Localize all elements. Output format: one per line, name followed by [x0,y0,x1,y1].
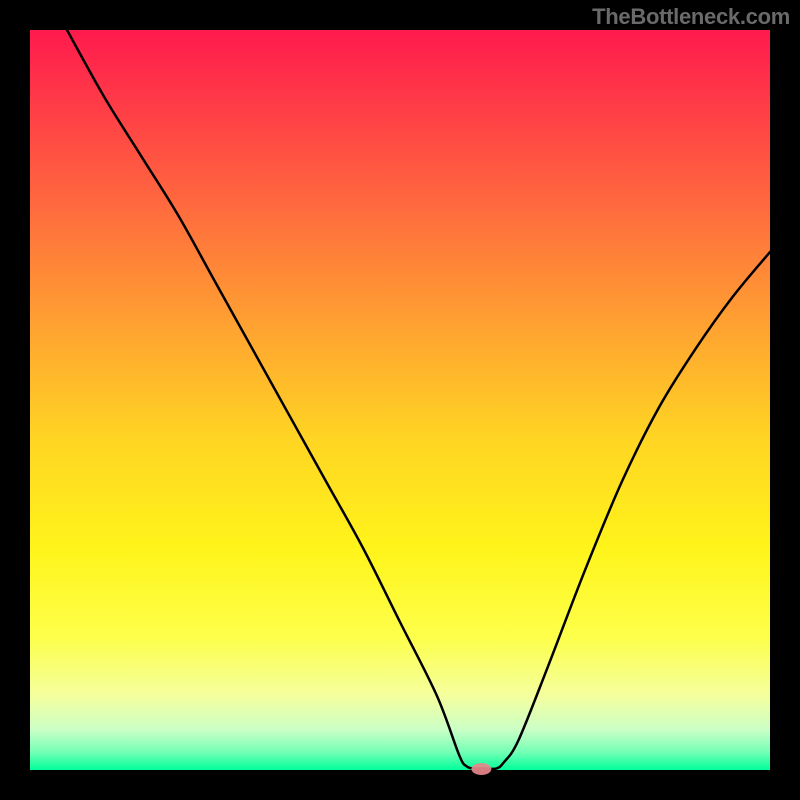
bottleneck-chart: TheBottleneck.com [0,0,800,800]
watermark-text: TheBottleneck.com [592,4,790,30]
chart-svg [0,0,800,800]
optimal-marker [471,763,491,775]
chart-plot-bg [30,30,770,770]
